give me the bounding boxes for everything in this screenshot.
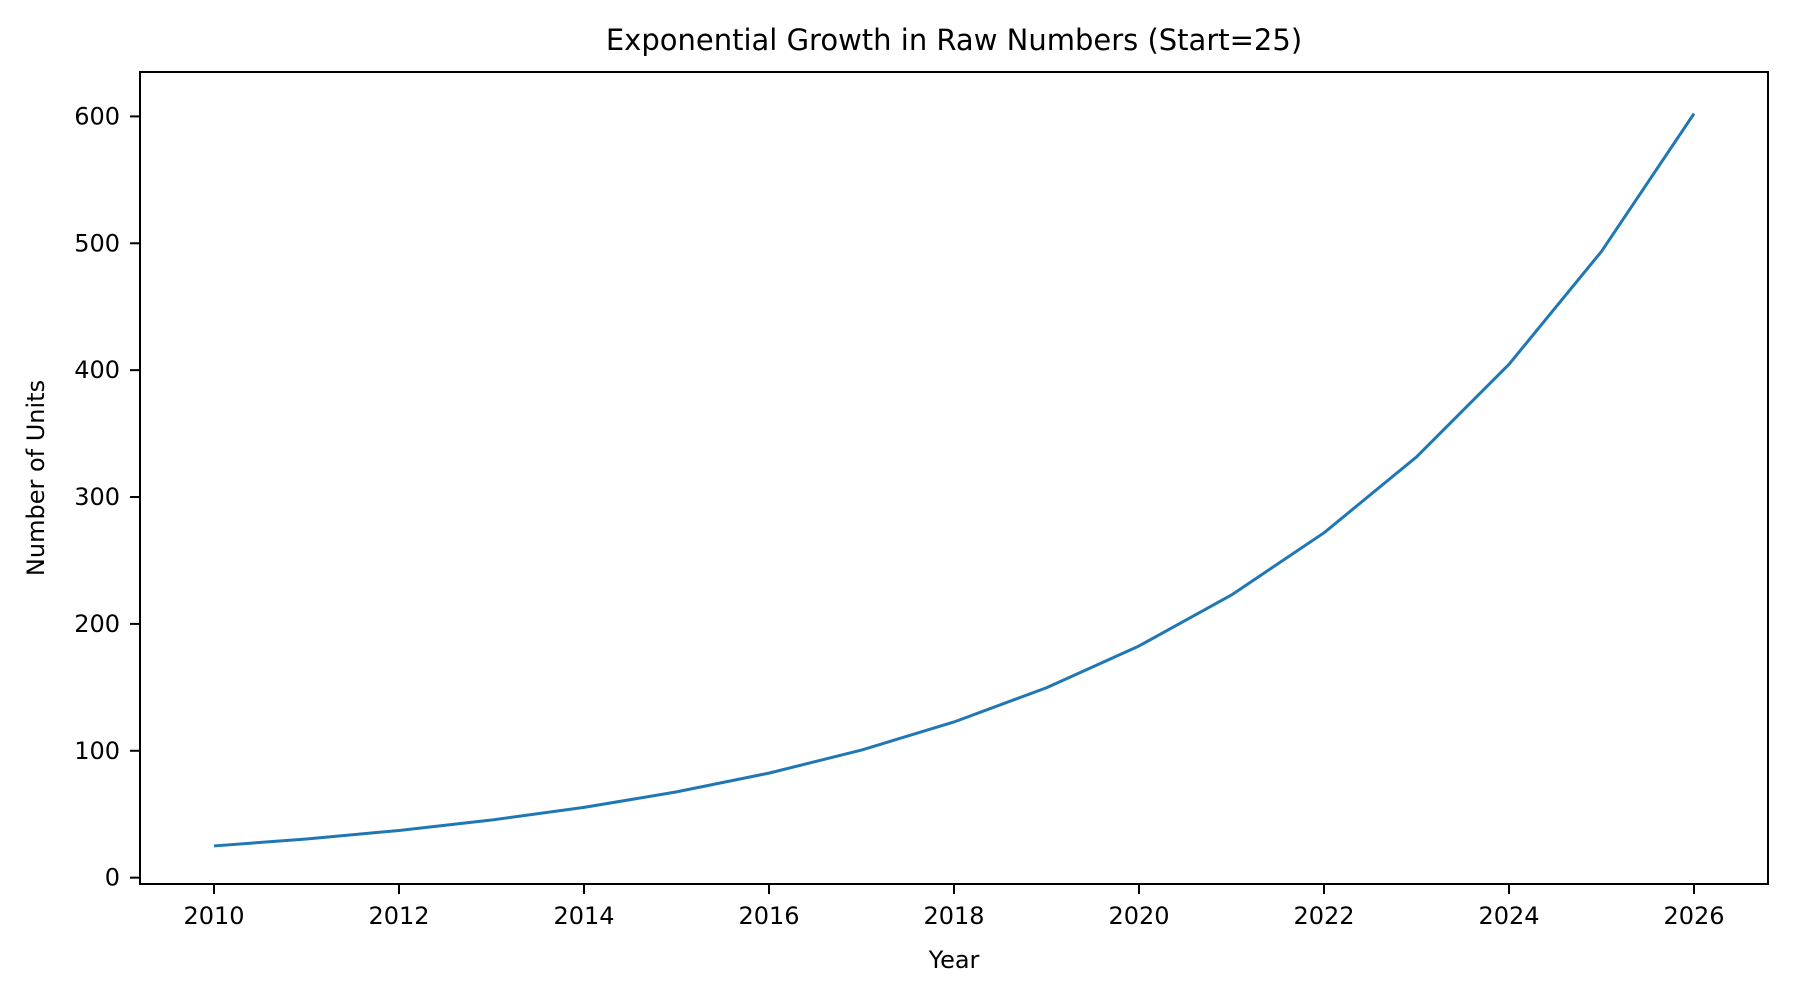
x-tick-label: 2020 [1108,902,1169,930]
y-axis: 0 100 200 300 400 500 600 [74,102,140,892]
y-tick-label: 500 [74,229,120,257]
x-axis-label: Year [928,946,980,974]
y-tick-label: 400 [74,356,120,384]
y-tick-label: 0 [105,864,120,892]
y-tick-label: 200 [74,610,120,638]
x-tick-label: 2018 [923,902,984,930]
x-tick-label: 2024 [1478,902,1539,930]
y-tick-label: 600 [74,102,120,130]
data-line-series [213,112,1696,848]
y-axis-label: Number of Units [22,380,50,576]
x-tick-label: 2022 [1293,902,1354,930]
y-tick-label: 100 [74,737,120,765]
x-tick-label: 2016 [738,902,799,930]
x-tick-label: 2026 [1663,902,1724,930]
x-tick-label: 2012 [368,902,429,930]
plot-area: 2010 2012 2014 2016 2018 2020 2022 2024 2026 0 100… [74,71,1769,930]
x-axis: 2010 2012 2014 2016 2018 2020 2022 2024 2026 [183,884,1725,930]
y-tick-label: 300 [74,483,120,511]
chart-title: Exponential Growth in Raw Numbers (Start… [606,23,1302,57]
x-tick-label: 2010 [183,902,244,930]
plot-border [139,71,1769,885]
x-tick-label: 2014 [553,902,614,930]
